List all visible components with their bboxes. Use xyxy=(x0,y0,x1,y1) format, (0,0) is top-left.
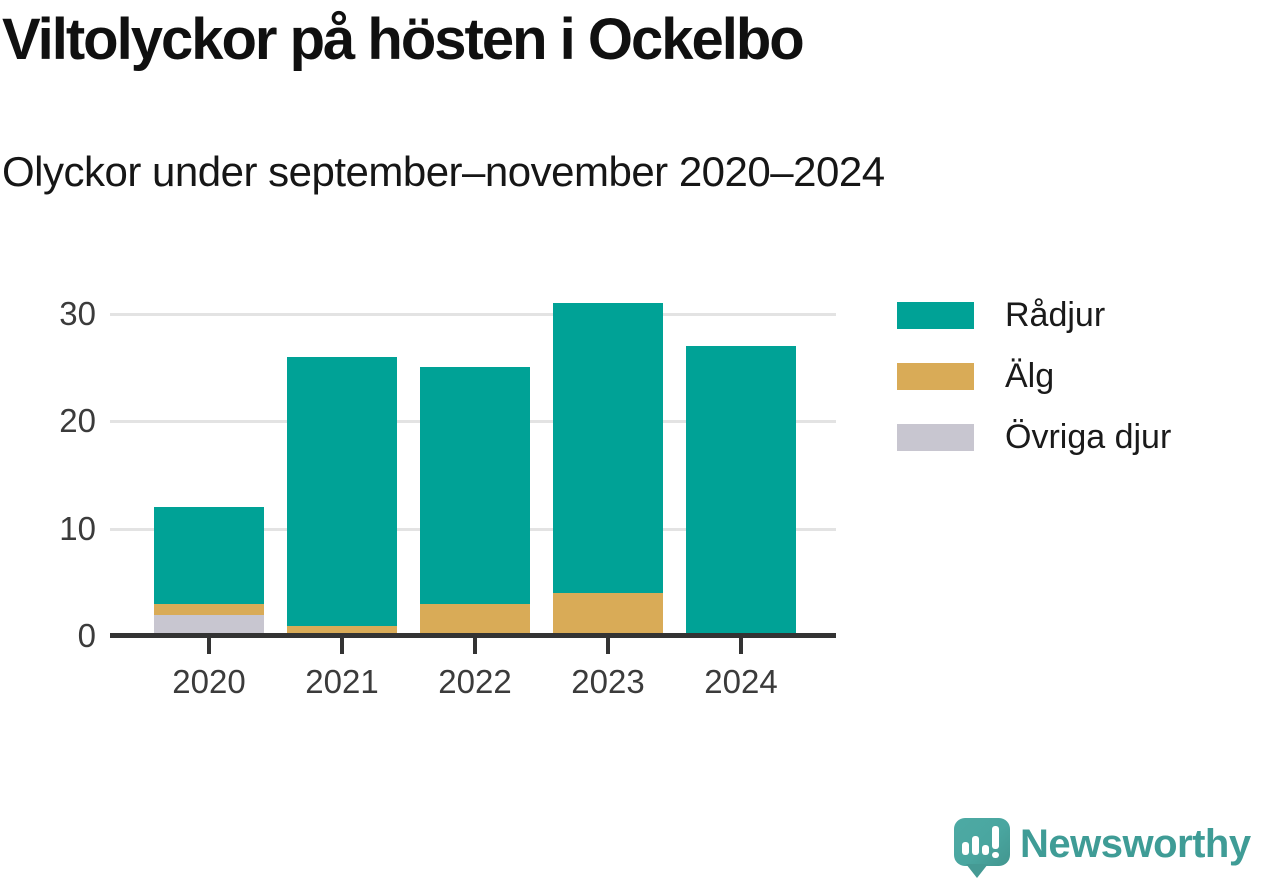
x-tick-label: 2021 xyxy=(305,663,379,700)
bar-segment-2021-Älg xyxy=(287,625,397,636)
legend-label: Övriga djur xyxy=(1005,418,1172,456)
x-axis-tick xyxy=(606,638,610,654)
legend-item: Älg xyxy=(897,357,1171,395)
gridline-30 xyxy=(110,313,836,316)
bar-chart-icon xyxy=(962,842,969,855)
chart-legend: Rådjur Älg Övriga djur xyxy=(897,296,1171,485)
legend-label: Älg xyxy=(1005,357,1055,395)
legend-swatch xyxy=(897,424,974,451)
exclamation-icon xyxy=(992,852,999,858)
y-tick-label: 0 xyxy=(77,617,96,654)
y-tick-label: 30 xyxy=(59,295,96,332)
speech-bubble-tail xyxy=(966,864,988,878)
page-subtitle: Olyckor under september–november 2020–20… xyxy=(2,148,885,195)
bar-segment-2021-Rådjur xyxy=(287,357,397,626)
brand-name: Newsworthy xyxy=(1020,822,1251,866)
x-tick-label: 2024 xyxy=(704,663,778,700)
newsworthy-brand: Newsworthy xyxy=(950,814,1262,879)
y-tick-label: 20 xyxy=(59,402,96,439)
bar-segment-2022-Älg xyxy=(420,604,530,636)
bar-segment-2023-Älg xyxy=(553,593,663,636)
bar-segment-2022-Rådjur xyxy=(420,367,530,604)
page-title: Viltolyckor på hösten i Ockelbo xyxy=(2,7,805,72)
x-axis-tick xyxy=(739,638,743,654)
bar-segment-2020-Rådjur xyxy=(154,507,264,604)
bar-chart-icon xyxy=(972,836,979,855)
x-tick-label: 2020 xyxy=(172,663,246,700)
bar-chart-icon xyxy=(982,845,989,855)
legend-swatch xyxy=(897,302,974,329)
exclamation-icon xyxy=(992,826,999,849)
legend-item: Rådjur xyxy=(897,296,1171,334)
x-tick-label: 2023 xyxy=(571,663,645,700)
bar-segment-2024-Rådjur xyxy=(686,346,796,636)
newsworthy-logo xyxy=(954,818,1010,866)
x-axis-tick xyxy=(340,638,344,654)
x-axis-tick xyxy=(207,638,211,654)
bar-segment-2023-Rådjur xyxy=(553,303,663,593)
x-axis-line xyxy=(110,633,836,638)
bar-segment-2020-Övriga djur xyxy=(154,615,264,637)
x-tick-label: 2022 xyxy=(438,663,512,700)
bar-segment-2020-Älg xyxy=(154,604,264,615)
legend-label: Rådjur xyxy=(1005,296,1106,334)
x-axis-tick xyxy=(473,638,477,654)
legend-item: Övriga djur xyxy=(897,418,1171,456)
y-tick-label: 10 xyxy=(59,510,96,547)
legend-swatch xyxy=(897,363,974,390)
